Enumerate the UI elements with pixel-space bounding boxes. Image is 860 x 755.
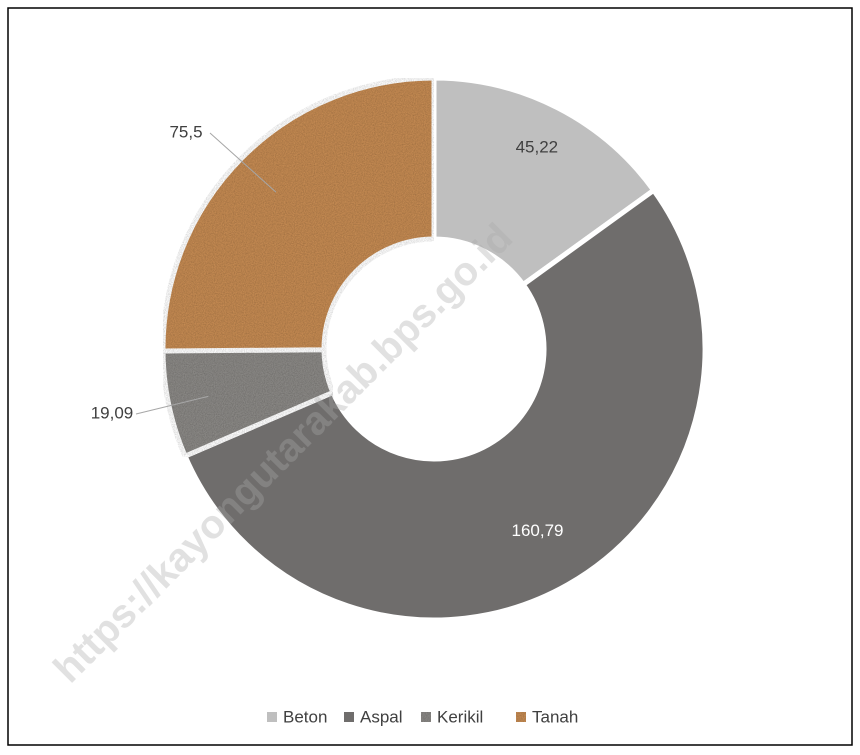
data-label: 75,5 bbox=[169, 122, 202, 141]
pie-slice bbox=[160, 75, 437, 354]
legend-swatch bbox=[267, 712, 277, 722]
pie-slice bbox=[181, 186, 708, 623]
legend-label: Kerikil bbox=[437, 707, 483, 726]
legend-label: Aspal bbox=[360, 707, 403, 726]
legend-label: Tanah bbox=[532, 707, 578, 726]
leader-line bbox=[209, 132, 277, 193]
leader-line bbox=[135, 395, 209, 415]
pie-slice bbox=[431, 75, 658, 289]
data-label: 45,22 bbox=[516, 137, 559, 156]
legend-swatch bbox=[516, 712, 526, 722]
legend-label: Beton bbox=[283, 707, 327, 726]
legend-swatch bbox=[344, 712, 354, 722]
data-label: 19,09 bbox=[91, 403, 134, 422]
data-label: 160,79 bbox=[512, 521, 564, 540]
legend-swatch bbox=[421, 712, 431, 722]
